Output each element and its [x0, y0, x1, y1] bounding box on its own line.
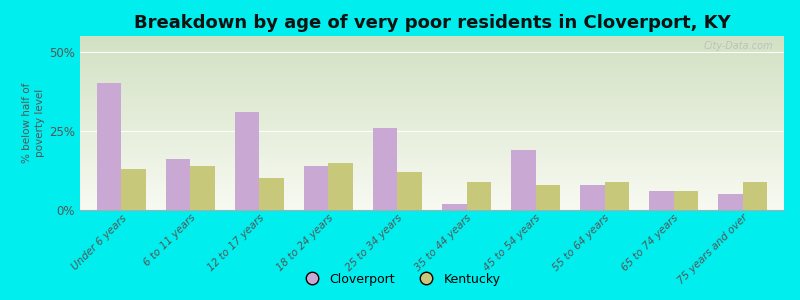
- Title: Breakdown by age of very poor residents in Cloverport, KY: Breakdown by age of very poor residents …: [134, 14, 730, 32]
- Bar: [122, 169, 146, 210]
- Bar: [650, 191, 674, 210]
- Bar: [605, 182, 629, 210]
- Bar: [674, 191, 698, 210]
- Bar: [329, 163, 353, 210]
- Bar: [580, 185, 605, 210]
- Bar: [166, 159, 190, 210]
- Bar: [535, 185, 560, 210]
- Bar: [742, 182, 766, 210]
- Bar: [718, 194, 742, 210]
- Bar: [190, 166, 214, 210]
- Bar: [235, 112, 259, 210]
- Legend: Cloverport, Kentucky: Cloverport, Kentucky: [294, 268, 506, 291]
- Bar: [374, 128, 398, 210]
- Bar: [398, 172, 422, 210]
- Y-axis label: % below half of
poverty level: % below half of poverty level: [22, 83, 45, 163]
- Bar: [442, 204, 466, 210]
- Text: City-Data.com: City-Data.com: [704, 41, 774, 51]
- Bar: [98, 83, 122, 210]
- Bar: [304, 166, 329, 210]
- Bar: [511, 150, 535, 210]
- Bar: [259, 178, 284, 210]
- Bar: [466, 182, 490, 210]
